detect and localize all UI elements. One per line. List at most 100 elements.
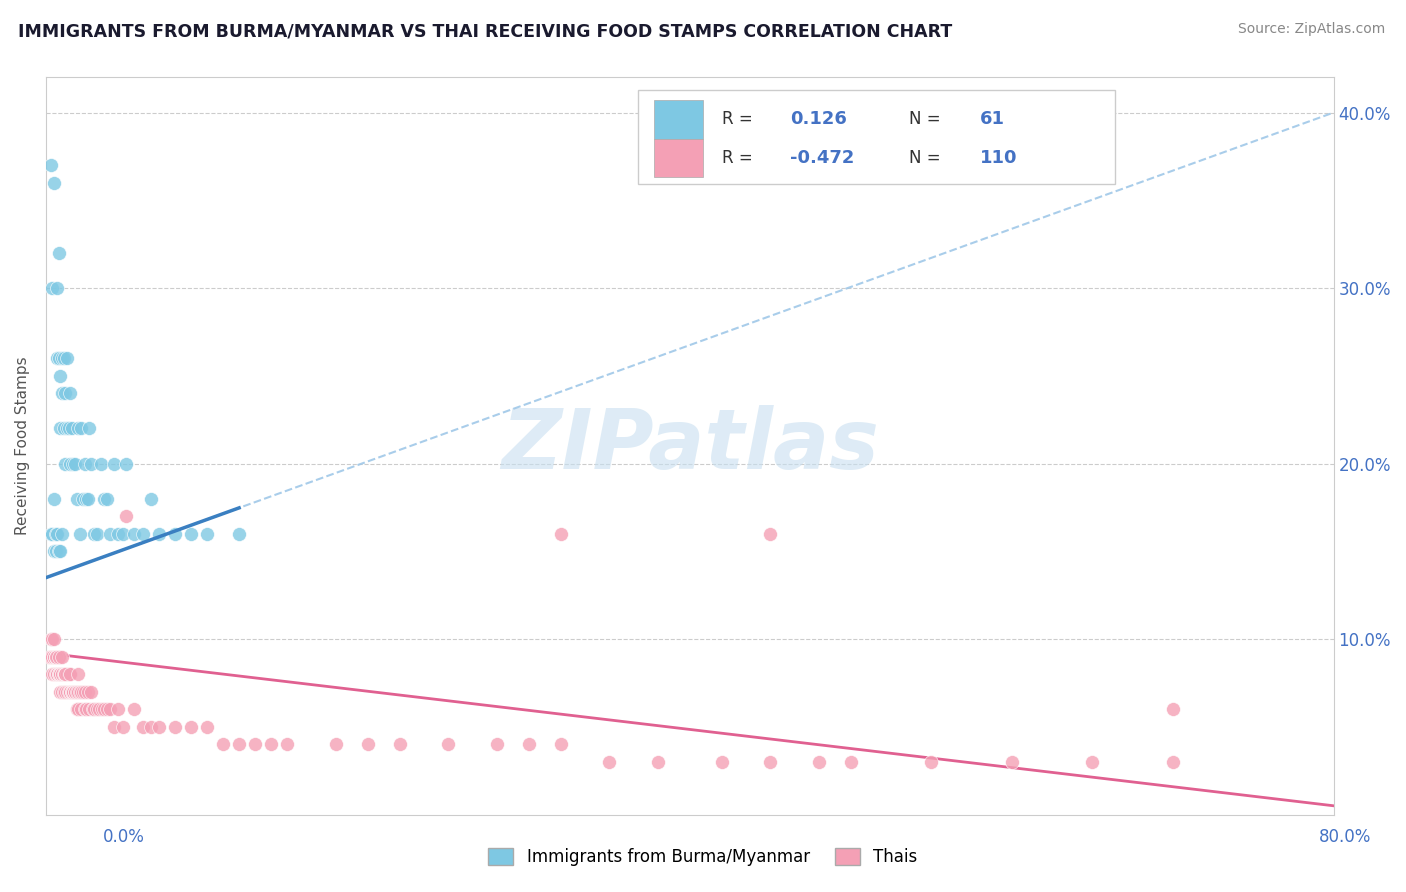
Point bbox=[49, 684, 72, 698]
Point bbox=[51, 649, 73, 664]
Point bbox=[195, 526, 218, 541]
Point bbox=[212, 737, 235, 751]
Point bbox=[63, 684, 86, 698]
Point bbox=[62, 684, 84, 698]
Point bbox=[437, 737, 460, 751]
Point bbox=[73, 684, 96, 698]
Text: Source: ZipAtlas.com: Source: ZipAtlas.com bbox=[1237, 22, 1385, 37]
Point bbox=[1001, 755, 1024, 769]
Point bbox=[42, 649, 65, 664]
Point bbox=[60, 684, 83, 698]
Point bbox=[550, 737, 572, 751]
Point bbox=[76, 491, 98, 506]
Point bbox=[56, 684, 79, 698]
Point bbox=[389, 737, 412, 751]
Point bbox=[87, 702, 110, 716]
Point bbox=[41, 649, 63, 664]
Point bbox=[46, 649, 69, 664]
Point bbox=[67, 702, 90, 716]
Point bbox=[69, 684, 91, 698]
Point bbox=[65, 702, 87, 716]
Point bbox=[485, 737, 508, 751]
Point bbox=[759, 526, 782, 541]
Text: R =: R = bbox=[723, 111, 752, 128]
Point bbox=[69, 526, 91, 541]
Point bbox=[49, 667, 72, 681]
Point bbox=[41, 667, 63, 681]
Point bbox=[73, 702, 96, 716]
Point bbox=[59, 684, 82, 698]
Point bbox=[163, 720, 186, 734]
Point bbox=[711, 755, 734, 769]
Point bbox=[48, 667, 70, 681]
Point bbox=[598, 755, 620, 769]
Point bbox=[131, 526, 153, 541]
Point bbox=[86, 526, 108, 541]
Point bbox=[139, 720, 162, 734]
Point bbox=[48, 544, 70, 558]
Point bbox=[115, 457, 138, 471]
Point bbox=[45, 649, 67, 664]
Point bbox=[42, 649, 65, 664]
Text: 80.0%: 80.0% bbox=[1319, 828, 1371, 846]
Point bbox=[45, 526, 67, 541]
Point bbox=[1081, 755, 1104, 769]
Point bbox=[139, 491, 162, 506]
Point bbox=[59, 667, 82, 681]
Point bbox=[245, 737, 267, 751]
Point bbox=[53, 457, 76, 471]
Point bbox=[98, 526, 121, 541]
Point bbox=[96, 491, 118, 506]
Point bbox=[80, 684, 103, 698]
Point bbox=[60, 421, 83, 435]
Point bbox=[82, 702, 104, 716]
Point bbox=[647, 755, 669, 769]
Point bbox=[115, 509, 138, 524]
Point bbox=[42, 491, 65, 506]
Point bbox=[96, 702, 118, 716]
Point bbox=[46, 667, 69, 681]
Point bbox=[180, 526, 202, 541]
Point bbox=[56, 421, 79, 435]
Text: -0.472: -0.472 bbox=[790, 149, 855, 167]
Point bbox=[42, 667, 65, 681]
Text: 0.126: 0.126 bbox=[790, 111, 848, 128]
Point bbox=[112, 526, 135, 541]
Point bbox=[38, 649, 60, 664]
Point bbox=[53, 667, 76, 681]
Text: 110: 110 bbox=[980, 149, 1017, 167]
Point bbox=[80, 457, 103, 471]
Point bbox=[51, 351, 73, 366]
Point bbox=[42, 632, 65, 646]
Text: N =: N = bbox=[908, 111, 941, 128]
Point bbox=[90, 457, 112, 471]
Point bbox=[46, 667, 69, 681]
Point bbox=[70, 684, 93, 698]
Point bbox=[42, 176, 65, 190]
Point bbox=[839, 755, 862, 769]
Point bbox=[93, 491, 115, 506]
Point bbox=[86, 702, 108, 716]
Point bbox=[41, 632, 63, 646]
Point bbox=[920, 755, 942, 769]
FancyBboxPatch shape bbox=[654, 138, 703, 177]
Point bbox=[56, 667, 79, 681]
Point bbox=[79, 702, 101, 716]
Point bbox=[59, 457, 82, 471]
Point bbox=[49, 544, 72, 558]
Point bbox=[51, 667, 73, 681]
Point bbox=[45, 544, 67, 558]
Point bbox=[58, 667, 80, 681]
Point bbox=[79, 421, 101, 435]
Point bbox=[67, 421, 90, 435]
Point bbox=[41, 281, 63, 295]
Point bbox=[124, 702, 146, 716]
Point bbox=[83, 526, 105, 541]
Point bbox=[260, 737, 283, 751]
Point bbox=[759, 755, 782, 769]
Point bbox=[325, 737, 347, 751]
Text: IMMIGRANTS FROM BURMA/MYANMAR VS THAI RECEIVING FOOD STAMPS CORRELATION CHART: IMMIGRANTS FROM BURMA/MYANMAR VS THAI RE… bbox=[18, 22, 952, 40]
Point bbox=[48, 649, 70, 664]
Point bbox=[46, 526, 69, 541]
Point bbox=[39, 632, 62, 646]
